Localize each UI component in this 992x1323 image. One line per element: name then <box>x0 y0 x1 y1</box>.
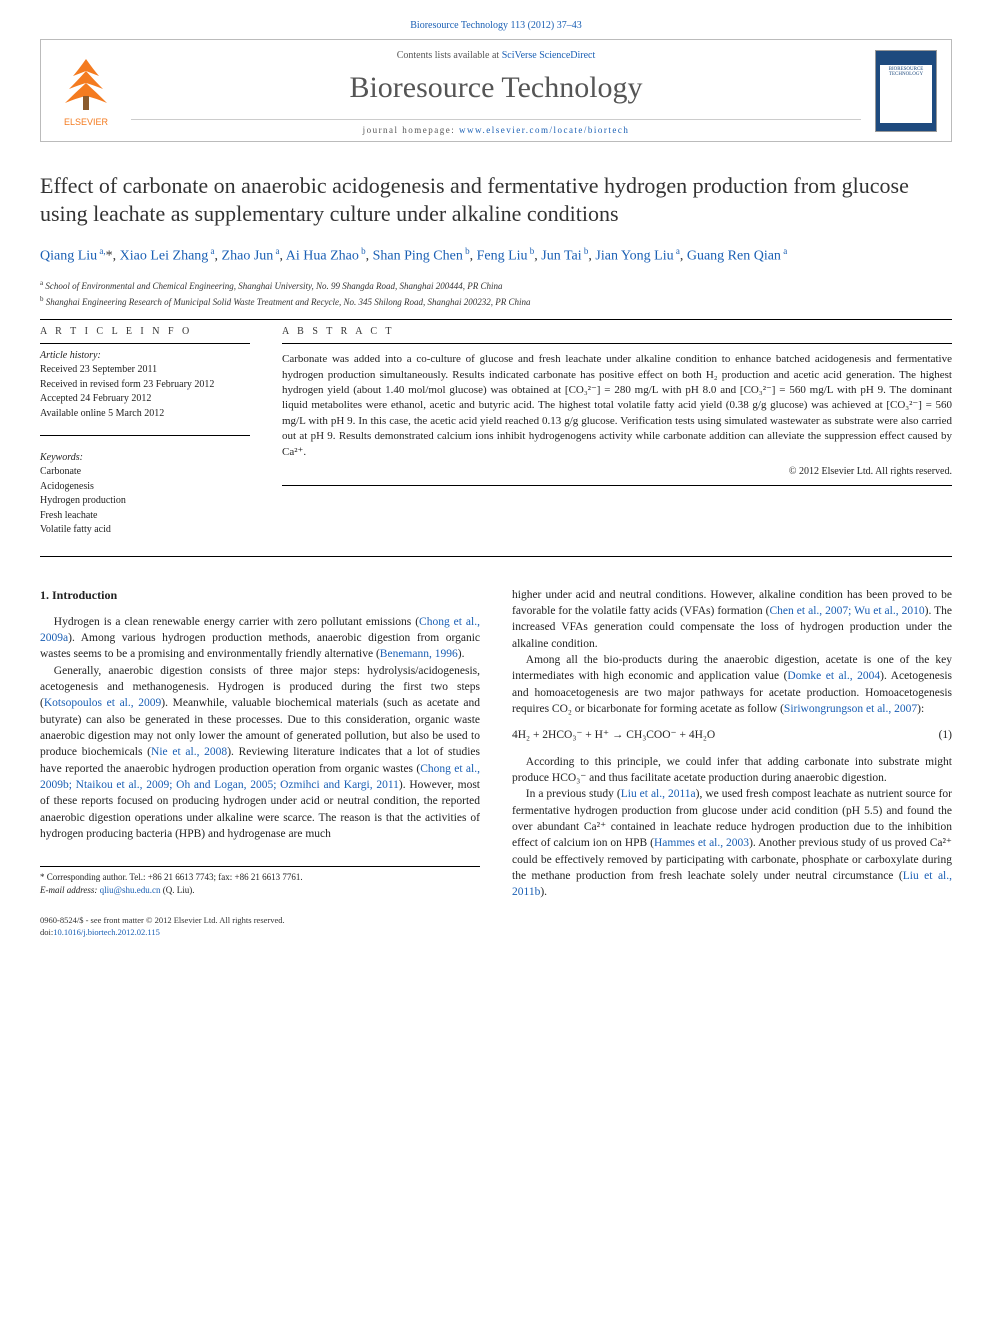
homepage-link[interactable]: www.elsevier.com/locate/biortech <box>459 125 629 135</box>
contents-line: Contents lists available at SciVerse Sci… <box>131 50 861 61</box>
masthead-center: Contents lists available at SciVerse Sci… <box>131 40 861 141</box>
right-column: higher under acid and neutral conditions… <box>512 587 952 901</box>
journal-ref-link[interactable]: Bioresource Technology 113 (2012) 37–43 <box>410 20 582 31</box>
svg-text:ELSEVIER: ELSEVIER <box>64 117 109 127</box>
affiliations: a School of Environmental and Chemical E… <box>40 278 952 309</box>
history-line: Received in revised form 23 February 201… <box>40 378 250 393</box>
paragraph: higher under acid and neutral conditions… <box>512 587 952 652</box>
author-link[interactable]: Feng Liu <box>477 249 528 264</box>
email-line: E-mail address: qliu@shu.edu.cn (Q. Liu)… <box>40 884 480 897</box>
divider <box>40 435 250 436</box>
author-link[interactable]: Jian Yong Liu <box>595 249 673 264</box>
corresponding-author: * Corresponding author. Tel.: +86 21 661… <box>40 871 480 884</box>
abstract-text: Carbonate was added into a co-culture of… <box>282 352 952 460</box>
footnote-block: * Corresponding author. Tel.: +86 21 661… <box>40 866 480 896</box>
abstract-heading: A B S T R A C T <box>282 326 952 337</box>
keyword: Acidogenesis <box>40 480 250 495</box>
paragraph: According to this principle, we could in… <box>512 754 952 787</box>
cover-label: BIORESOURCE TECHNOLOGY <box>880 65 932 123</box>
author-link[interactable]: Xiao Lei Zhang <box>120 249 209 264</box>
keyword: Volatile fatty acid <box>40 523 250 538</box>
corr-text: Corresponding author. Tel.: +86 21 6613 … <box>47 872 303 882</box>
keyword: Fresh leachate <box>40 509 250 524</box>
journal-title: Bioresource Technology <box>131 71 861 105</box>
author-link[interactable]: Zhao Jun <box>222 249 274 264</box>
abstract-column: A B S T R A C T Carbonate was added into… <box>282 326 952 538</box>
paragraph: In a previous study (Liu et al., 2011a),… <box>512 786 952 900</box>
keyword: Carbonate <box>40 465 250 480</box>
author-link[interactable]: Ai Hua Zhao <box>286 249 359 264</box>
bottom-meta: 0960-8524/$ - see front matter © 2012 El… <box>40 915 952 939</box>
affil-text: Shanghai Engineering Research of Municip… <box>46 297 531 307</box>
copyright-line: © 2012 Elsevier Ltd. All rights reserved… <box>282 466 952 477</box>
paragraph: Among all the bio-products during the an… <box>512 652 952 717</box>
affiliation-line: a School of Environmental and Chemical E… <box>40 278 952 294</box>
doi-prefix: doi: <box>40 927 53 937</box>
cover-thumb-wrap: BIORESOURCE TECHNOLOGY <box>861 40 951 141</box>
divider <box>40 319 952 320</box>
journal-reference: Bioresource Technology 113 (2012) 37–43 <box>40 20 952 31</box>
journal-cover-icon: BIORESOURCE TECHNOLOGY <box>875 50 937 132</box>
affil-marker: a <box>40 279 43 287</box>
left-column: 1. Introduction Hydrogen is a clean rene… <box>40 587 480 901</box>
keywords-label: Keywords: <box>40 452 250 463</box>
keyword: Hydrogen production <box>40 494 250 509</box>
author-link[interactable]: Jun Tai <box>541 249 581 264</box>
divider <box>40 556 952 557</box>
author-link[interactable]: Guang Ren Qian <box>687 249 781 264</box>
info-heading: A R T I C L E I N F O <box>40 326 250 337</box>
elsevier-tree-icon: ELSEVIER <box>51 51 121 131</box>
affil-marker: b <box>40 295 44 303</box>
paragraph: Generally, anaerobic digestion consists … <box>40 663 480 843</box>
star-icon: * <box>40 872 45 882</box>
affiliation-line: b Shanghai Engineering Research of Munic… <box>40 294 952 310</box>
homepage-prefix: journal homepage: <box>363 125 459 135</box>
history-line: Accepted 24 February 2012 <box>40 392 250 407</box>
article-title: Effect of carbonate on anaerobic acidoge… <box>40 172 952 227</box>
equation: 4H₂ + 2HCO₃⁻ + H⁺ → CH₃COO⁻ + 4H₂O (1) <box>512 727 952 743</box>
author-link[interactable]: Qiang Liu <box>40 249 97 264</box>
authors-list: Qiang Liu a,*, Xiao Lei Zhang a, Zhao Ju… <box>40 245 952 266</box>
email-link[interactable]: qliu@shu.edu.cn <box>100 885 161 895</box>
front-matter-line: 0960-8524/$ - see front matter © 2012 El… <box>40 915 952 927</box>
equation-number: (1) <box>939 727 952 743</box>
history-label: Article history: <box>40 350 250 361</box>
divider <box>282 485 952 486</box>
divider <box>40 343 250 344</box>
body-columns: 1. Introduction Hydrogen is a clean rene… <box>40 587 952 901</box>
equation-body: 4H₂ + 2HCO₃⁻ + H⁺ → CH₃COO⁻ + 4H₂O <box>512 727 715 743</box>
homepage-line: journal homepage: www.elsevier.com/locat… <box>131 119 861 135</box>
info-abstract-row: A R T I C L E I N F O Article history: R… <box>40 326 952 538</box>
author-link[interactable]: Shan Ping Chen <box>373 249 463 264</box>
divider <box>282 343 952 344</box>
sciencedirect-link[interactable]: SciVerse ScienceDirect <box>502 50 596 61</box>
email-suffix: (Q. Liu). <box>163 885 195 895</box>
masthead: ELSEVIER Contents lists available at Sci… <box>40 39 952 142</box>
article-info-column: A R T I C L E I N F O Article history: R… <box>40 326 250 538</box>
doi-line: doi:10.1016/j.biortech.2012.02.115 <box>40 927 952 939</box>
history-line: Received 23 September 2011 <box>40 363 250 378</box>
contents-prefix: Contents lists available at <box>397 50 502 61</box>
paragraph: Hydrogen is a clean renewable energy car… <box>40 614 480 663</box>
doi-link[interactable]: 10.1016/j.biortech.2012.02.115 <box>53 927 160 937</box>
section-heading: 1. Introduction <box>40 587 480 604</box>
history-line: Available online 5 March 2012 <box>40 407 250 422</box>
affil-text: School of Environmental and Chemical Eng… <box>45 281 502 291</box>
elsevier-logo-wrap: ELSEVIER <box>41 40 131 141</box>
email-label: E-mail address: <box>40 885 97 895</box>
